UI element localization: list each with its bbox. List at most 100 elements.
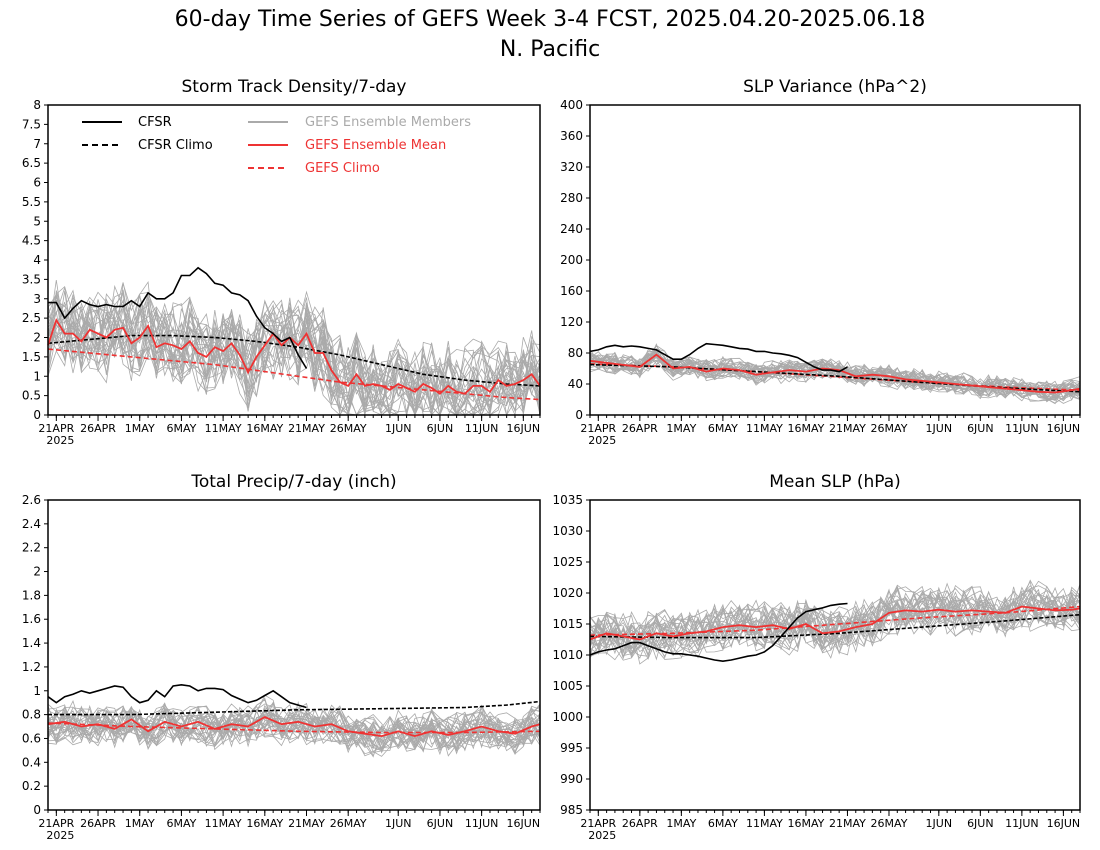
x-tick-label: 26APR (622, 422, 658, 435)
ensemble-member-line (47, 301, 541, 416)
y-tick-label: 1025 (552, 555, 583, 569)
y-tick-label: 80 (568, 346, 583, 360)
y-tick-label: 2 (33, 565, 41, 579)
y-tick-label: 5.5 (22, 195, 41, 209)
panel-mean-slp: Mean SLP (hPa) 985 990 995 1000 1005 1010 1015 1… (552, 472, 1081, 842)
x-year-label: 2025 (46, 434, 74, 447)
ensemble-member-line (589, 352, 1081, 402)
y-tick-label: 0.6 (22, 731, 41, 745)
ensemble-member-line (589, 586, 1081, 652)
ensemble-member-line (47, 708, 541, 752)
y-tick-label: 120 (560, 315, 583, 329)
x-tick-label: 16MAY (246, 422, 283, 435)
x-year-label: 2025 (588, 434, 616, 447)
y-tick-label: 7 (33, 137, 41, 151)
x-tick-label: 16MAY (246, 817, 283, 830)
ensemble-member-line (589, 595, 1081, 661)
plot-frame (47, 499, 541, 811)
ensemble-member-line (47, 293, 541, 416)
y-tick-label: 1.4 (22, 636, 41, 650)
legend: CFSR CFSR Climo GEFS Ensemble Members GE… (82, 115, 471, 176)
y-tick-label: 1.8 (22, 588, 41, 602)
y-tick-label: 40 (568, 377, 583, 391)
y-tick-label: 2.2 (22, 541, 41, 555)
series-gefs-ensemble-mean (589, 605, 1081, 641)
ensemble-members (47, 280, 541, 417)
y-tick-label: 1.2 (22, 660, 41, 674)
x-tick-label: 21MAY (288, 817, 325, 830)
x-tick-label: 16JUN (1047, 422, 1081, 435)
y-tick-label: 6.5 (22, 156, 41, 170)
y-tick-label: 1030 (552, 524, 583, 538)
series-cfsr (589, 342, 848, 373)
ensemble-member-line (47, 704, 541, 755)
y-tick-label: 6 (33, 176, 41, 190)
x-tick-label: 6JUN (967, 817, 994, 830)
x-tick-label: 26MAY (330, 817, 367, 830)
x-tick-label: 21APR (580, 422, 616, 435)
x-tick-label: 1JUN (926, 422, 953, 435)
series-cfsr-climo (589, 613, 1081, 639)
x-tick-label: 6JUN (427, 817, 454, 830)
series-cfsr (48, 266, 308, 369)
panel-title: Storm Track Density/7-day (182, 77, 407, 97)
ensemble-member-line (47, 287, 541, 408)
y-tick-label: 400 (560, 98, 583, 112)
ensemble-member-line (589, 351, 1081, 400)
x-tick-label: 1JUN (926, 817, 953, 830)
x-tick-label: 16JUN (507, 422, 541, 435)
series-cfsr (47, 683, 307, 709)
x-tick-label: 6JUN (427, 422, 454, 435)
legend-label-members: GEFS Ensemble Members (305, 115, 471, 130)
x-tick-label: 26MAY (871, 422, 908, 435)
y-tick-label: 7.5 (22, 117, 41, 131)
ensemble-member-line (47, 290, 541, 403)
figure-title: 60-day Time Series of GEFS Week 3-4 FCST… (175, 7, 926, 32)
y-tick-label: 4.5 (22, 234, 41, 248)
y-tick-label: 0 (33, 803, 41, 817)
x-tick-label: 16JUN (507, 817, 541, 830)
panel-storm-track-density: Storm Track Density/7-day 0 0.5 1 1.5 2 2.5 3 3.… (22, 77, 541, 447)
x-tick-label: 6JUN (967, 422, 994, 435)
x-tick-label: 26APR (80, 817, 116, 830)
x-tick-label: 26MAY (871, 817, 908, 830)
ensemble-member-line (589, 582, 1081, 649)
y-tick-label: 0 (33, 408, 41, 422)
x-tick-label: 6MAY (708, 817, 738, 830)
y-tick-label: 3 (33, 292, 41, 306)
y-tick-label: 1.6 (22, 612, 41, 626)
y-tick-label: 1020 (552, 586, 583, 600)
x-tick-label: 21MAY (829, 817, 866, 830)
x-tick-label: 21MAY (288, 422, 325, 435)
legend-label-gefs-climo: GEFS Climo (305, 161, 380, 176)
x-tick-label: 26MAY (330, 422, 367, 435)
y-tick-label: 995 (560, 741, 583, 755)
x-tick-label: 11JUN (465, 422, 499, 435)
x-tick-label: 1MAY (666, 422, 696, 435)
y-tick-label: 0.4 (22, 755, 41, 769)
x-tick-label: 11JUN (465, 817, 499, 830)
plot-frame (47, 104, 541, 416)
x-tick-label: 26APR (80, 422, 116, 435)
legend-label-cfsr-climo: CFSR Climo (138, 138, 213, 153)
x-tick-label: 1JUN (385, 817, 412, 830)
x-tick-label: 11MAY (205, 817, 242, 830)
x-tick-label: 11MAY (746, 817, 783, 830)
series-cfsr-climo (48, 700, 541, 716)
y-tick-label: 2.5 (22, 311, 41, 325)
y-tick-label: 985 (560, 803, 583, 817)
x-tick-label: 21APR (580, 817, 616, 830)
series-cfsr-climo (47, 334, 541, 387)
x-year-label: 2025 (588, 829, 616, 842)
x-tick-label: 1MAY (125, 817, 155, 830)
panel-title: Mean SLP (hPa) (769, 472, 901, 492)
x-tick-label: 11JUN (1005, 422, 1039, 435)
x-tick-label: 1MAY (666, 817, 696, 830)
x-tick-label: 6MAY (166, 817, 196, 830)
x-tick-label: 11MAY (746, 422, 783, 435)
y-tick-label: 360 (560, 129, 583, 143)
ensemble-member-line (47, 697, 541, 744)
y-tick-label: 2 (33, 331, 41, 345)
panel-total-precip: Total Precip/7-day (inch)00.20.40.60.811… (22, 472, 541, 842)
